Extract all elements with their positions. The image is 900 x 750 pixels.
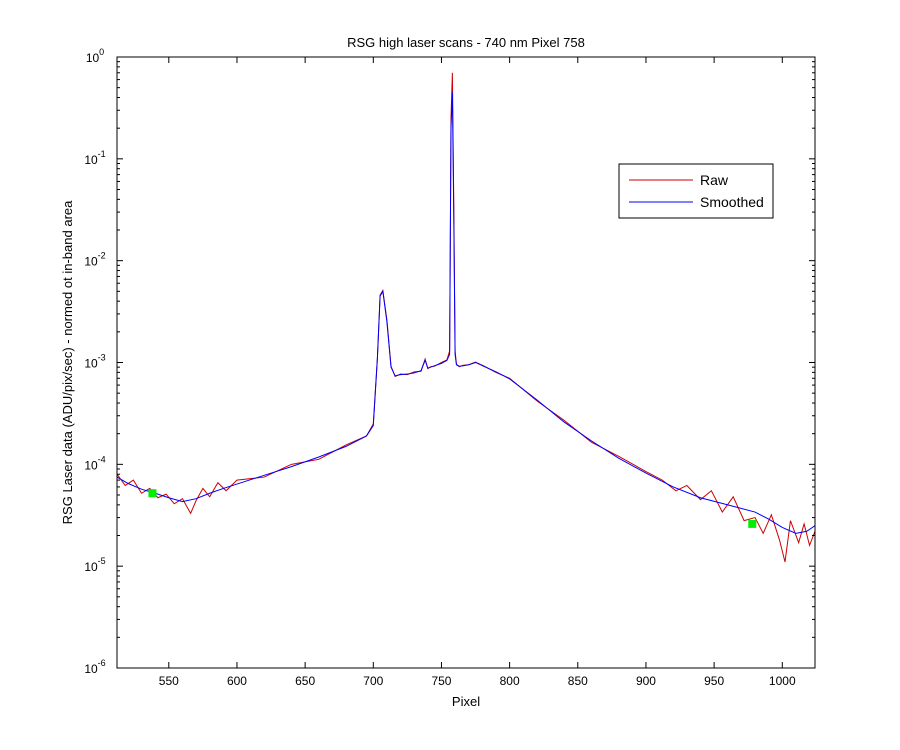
x-tick-label: 850 xyxy=(568,674,588,688)
series-line-smoothed xyxy=(117,92,815,534)
chart-title: RSG high laser scans - 740 nm Pixel 758 xyxy=(347,35,585,50)
marker-point-1 xyxy=(148,489,157,498)
y-tick-label: 100 xyxy=(86,47,104,65)
x-tick-label: 550 xyxy=(159,674,179,688)
x-tick-label: 600 xyxy=(227,674,247,688)
y-tick-label: 10-3 xyxy=(84,353,105,371)
plot-area xyxy=(117,57,815,668)
x-tick-label: 650 xyxy=(295,674,315,688)
x-tick-label: 800 xyxy=(500,674,520,688)
legend: Raw Smoothed xyxy=(618,163,774,219)
y-tick-label: 10-6 xyxy=(84,658,105,676)
x-tick-label: 950 xyxy=(704,674,724,688)
y-tick-label: 10-2 xyxy=(84,251,105,269)
x-tick-label: 700 xyxy=(363,674,383,688)
legend-label-smoothed: Smoothed xyxy=(700,194,764,210)
legend-label-raw: Raw xyxy=(700,172,729,188)
x-tick-label: 900 xyxy=(636,674,656,688)
y-tick-label: 10-5 xyxy=(84,556,105,574)
x-tick-label: 1000 xyxy=(769,674,796,688)
y-tick-label: 10-4 xyxy=(84,454,105,472)
y-tick-label: 10-1 xyxy=(84,149,105,167)
y-axis-label: RSG Laser data (ADU/pix/sec) - normed ot… xyxy=(60,200,75,524)
x-tick-label: 750 xyxy=(431,674,451,688)
legend-box xyxy=(618,163,774,219)
x-axis-label: Pixel xyxy=(452,694,480,709)
marker-point-2 xyxy=(748,519,757,528)
